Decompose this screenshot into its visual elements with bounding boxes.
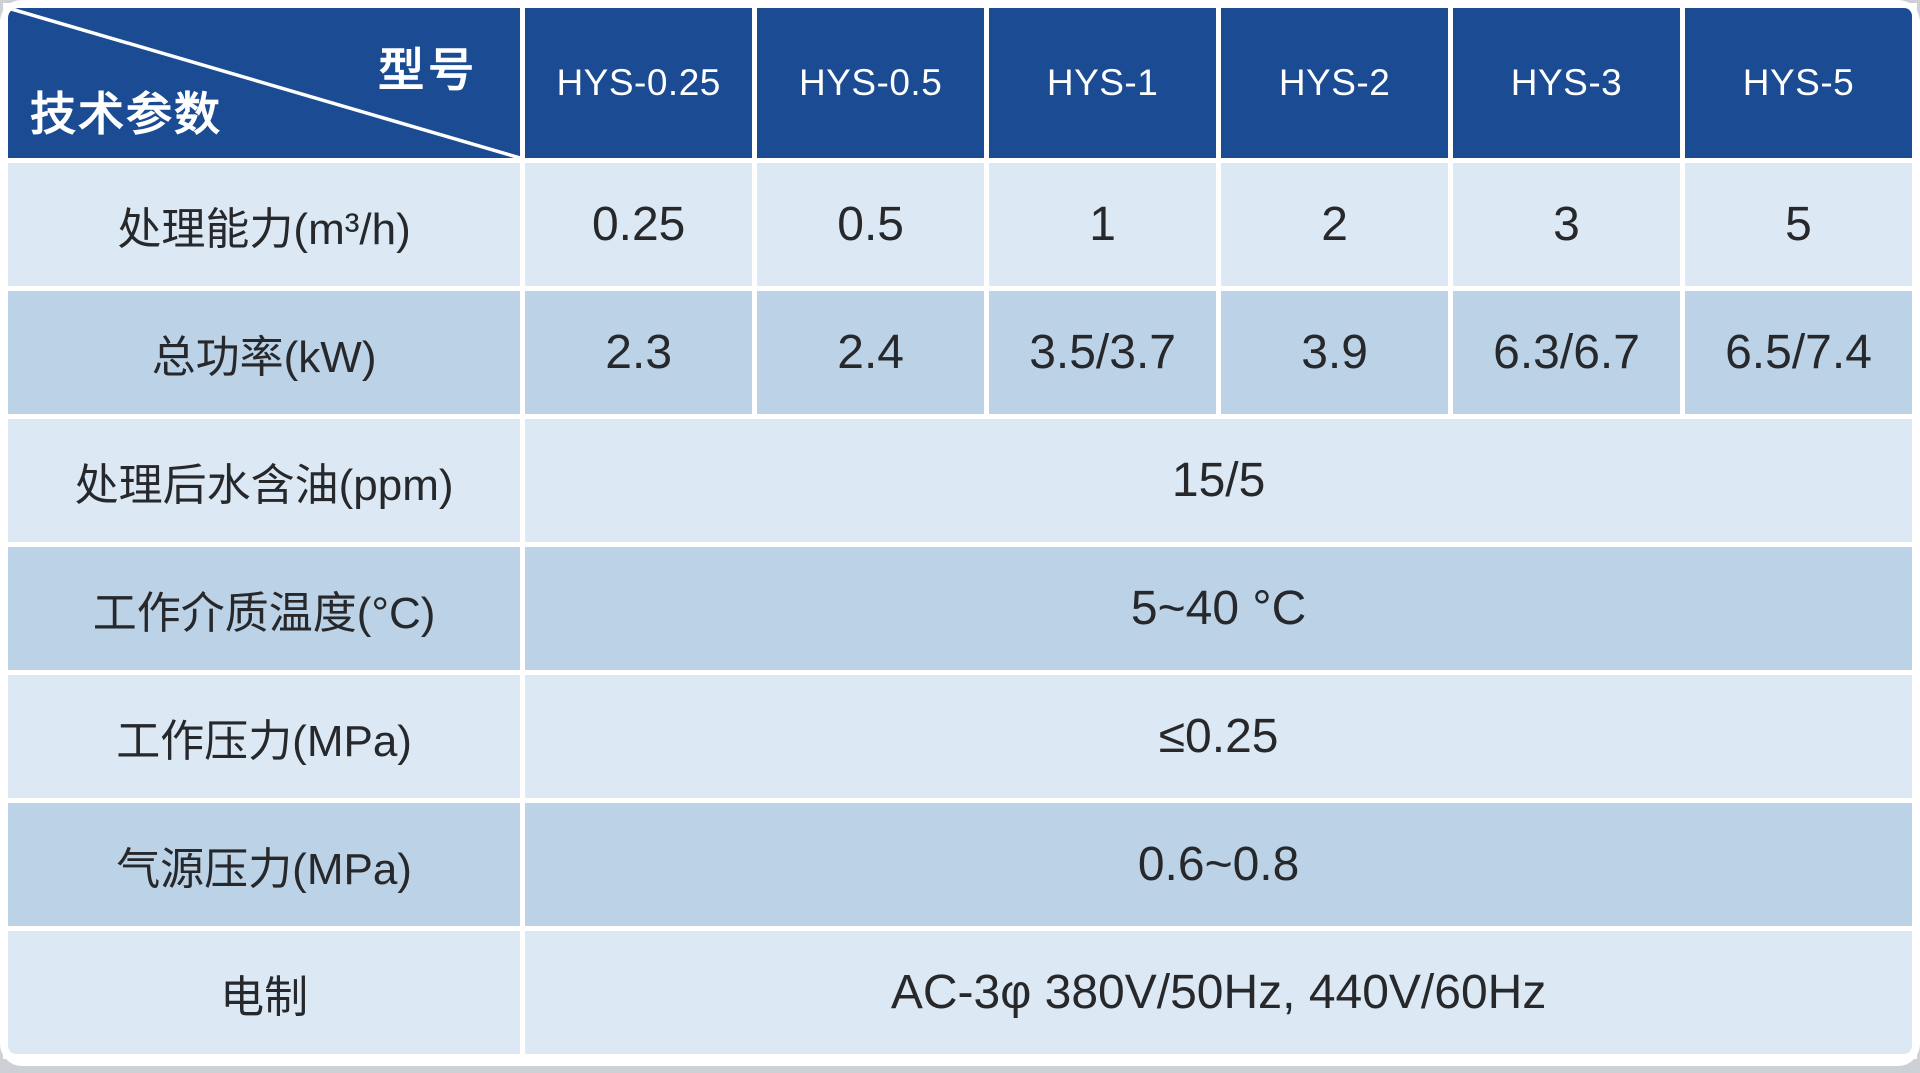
cell-value: 3: [1453, 163, 1681, 286]
merged-value-electrical-system: AC-3φ 380V/50Hz, 440V/60Hz: [525, 931, 1912, 1054]
diagonal-divider-line: [8, 8, 520, 158]
column-header-hys-3: HYS-3: [1453, 8, 1681, 158]
cell-value: 2.3: [525, 291, 753, 414]
cell-value: 3.9: [1221, 291, 1449, 414]
corner-label-tech-params: 技术参数: [30, 88, 222, 140]
header-row: 型号 技术参数 HYS-0.25 HYS-0.5 HYS-1 HYS-2 HYS…: [8, 8, 1912, 158]
merged-value-air-supply-pressure: 0.6~0.8: [525, 803, 1912, 926]
spec-table: 型号 技术参数 HYS-0.25 HYS-0.5 HYS-1 HYS-2 HYS…: [3, 3, 1917, 1059]
corner-label-model: 型号: [378, 44, 479, 96]
row-label-total-power: 总功率(kW): [8, 291, 521, 414]
row-label-air-supply-pressure: 气源压力(MPa): [8, 803, 521, 926]
row-label-electrical-system: 电制: [8, 931, 521, 1054]
row-label-treated-oil-content: 处理后水含油(ppm): [8, 419, 521, 542]
merged-value-medium-temperature: 5~40 °C: [525, 547, 1912, 670]
table-row-treated-oil-content: 处理后水含油(ppm) 15/5: [8, 419, 1912, 542]
cell-value: 6.3/6.7: [1453, 291, 1681, 414]
cell-value: 0.5: [757, 163, 985, 286]
row-label-capacity: 处理能力(m³/h): [8, 163, 521, 286]
merged-value-working-pressure: ≤0.25: [525, 675, 1912, 798]
cell-value: 3.5/3.7: [989, 291, 1217, 414]
row-label-medium-temperature: 工作介质温度(°C): [8, 547, 521, 670]
cell-value: 0.25: [525, 163, 753, 286]
column-header-hys-0.25: HYS-0.25: [525, 8, 753, 158]
merged-value-treated-oil-content: 15/5: [525, 419, 1912, 542]
column-header-hys-2: HYS-2: [1221, 8, 1449, 158]
table-row-capacity: 处理能力(m³/h) 0.25 0.5 1 2 3 5: [8, 163, 1912, 286]
cell-value: 2: [1221, 163, 1449, 286]
column-header-hys-1: HYS-1: [989, 8, 1217, 158]
column-header-hys-5: HYS-5: [1685, 8, 1912, 158]
table-row-electrical-system: 电制 AC-3φ 380V/50Hz, 440V/60Hz: [8, 931, 1912, 1054]
table-row-medium-temperature: 工作介质温度(°C) 5~40 °C: [8, 547, 1912, 670]
cell-value: 6.5/7.4: [1685, 291, 1912, 414]
cell-value: 1: [989, 163, 1217, 286]
column-header-hys-0.5: HYS-0.5: [757, 8, 985, 158]
table-row-working-pressure: 工作压力(MPa) ≤0.25: [8, 675, 1912, 798]
cell-value: 2.4: [757, 291, 985, 414]
cell-value: 5: [1685, 163, 1912, 286]
corner-header-cell: 型号 技术参数: [8, 8, 521, 158]
table-row-total-power: 总功率(kW) 2.3 2.4 3.5/3.7 3.9 6.3/6.7 6.5/…: [8, 291, 1912, 414]
table-row-air-supply-pressure: 气源压力(MPa) 0.6~0.8: [8, 803, 1912, 926]
row-label-working-pressure: 工作压力(MPa): [8, 675, 521, 798]
